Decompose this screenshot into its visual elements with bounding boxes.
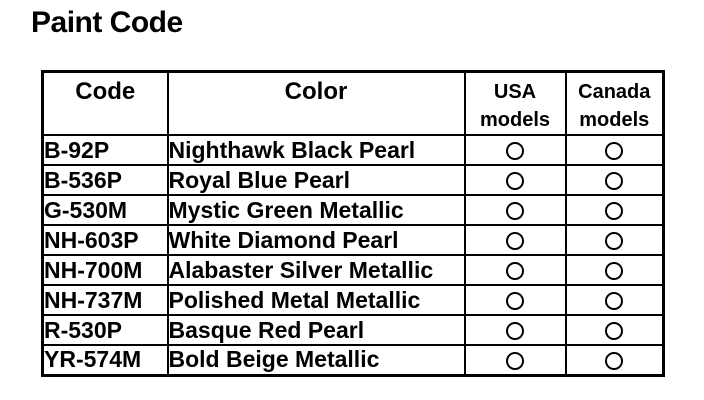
code-cell: G-530M [41,194,169,226]
canada-marker-cell [564,134,665,166]
availability-circle-icon [605,172,624,191]
usa-marker-cell [463,254,567,286]
column-header-canada-models: Canada models [564,70,665,136]
code-cell: R-530P [41,314,169,346]
color-cell: Alabaster Silver Metallic [166,254,466,286]
usa-marker-cell [463,164,567,196]
usa-marker-cell [463,224,567,256]
usa-marker-cell [463,284,567,316]
color-cell: Nighthawk Black Pearl [166,134,466,166]
usa-header-line2: models [479,109,551,131]
availability-circle-icon [605,352,624,371]
code-cell: B-536P [41,164,169,196]
column-header-usa-models: USA models [463,70,567,136]
page-title: Paint Code [31,6,183,39]
availability-circle-icon [506,262,524,281]
canada-marker-cell [564,194,665,226]
table-row: G-530M Mystic Green Metallic [41,194,665,226]
availability-circle-icon [605,142,624,161]
code-cell: NH-737M [41,284,169,316]
availability-circle-icon [506,202,524,221]
availability-circle-icon [605,322,624,341]
availability-circle-icon [605,262,624,281]
usa-marker-cell [463,344,567,376]
canada-marker-cell [564,254,665,286]
canada-marker-cell [564,164,665,196]
availability-circle-icon [506,142,524,161]
usa-marker-cell [463,314,567,346]
color-cell: Basque Red Pearl [166,314,466,346]
canada-marker-cell [564,284,665,316]
color-cell: White Diamond Pearl [166,224,466,256]
color-cell: Royal Blue Pearl [166,164,466,196]
availability-circle-icon [506,322,524,341]
availability-circle-icon [506,232,524,251]
availability-circle-icon [506,172,524,191]
code-cell: NH-700M [41,254,169,286]
table-row: YR-574M Bold Beige Metallic [41,344,665,376]
availability-circle-icon [605,202,624,221]
column-header-code: Code [41,70,169,136]
table-row: R-530P Basque Red Pearl [41,314,665,346]
color-cell: Mystic Green Metallic [166,194,466,226]
table-row: NH-603P White Diamond Pearl [41,224,665,256]
table-row: NH-737M Polished Metal Metallic [41,284,665,316]
canada-header-line1: Canada [578,81,651,103]
usa-marker-cell [463,194,567,226]
canada-marker-cell [564,314,665,346]
canada-marker-cell [564,344,665,376]
header-row: Code Color USA models Canada models [41,70,665,136]
column-header-color: Color [166,70,466,136]
table-row: B-92P Nighthawk Black Pearl [41,134,665,166]
code-cell: NH-603P [41,224,169,256]
usa-marker-cell [463,134,567,166]
canada-header-line2: models [579,109,650,131]
code-cell: YR-574M [41,344,169,376]
availability-circle-icon [605,292,624,311]
code-cell: B-92P [41,134,169,166]
availability-circle-icon [506,292,524,311]
paint-code-table: Code Color USA models Canada models B-92P … [41,70,665,377]
availability-circle-icon [506,352,524,371]
usa-header-line1: USA [493,81,537,103]
color-cell: Bold Beige Metallic [166,344,466,376]
canada-marker-cell [564,224,665,256]
table-row: NH-700M Alabaster Silver Metallic [41,254,665,286]
table-row: B-536P Royal Blue Pearl [41,164,665,196]
availability-circle-icon [605,232,624,251]
color-cell: Polished Metal Metallic [166,284,466,316]
